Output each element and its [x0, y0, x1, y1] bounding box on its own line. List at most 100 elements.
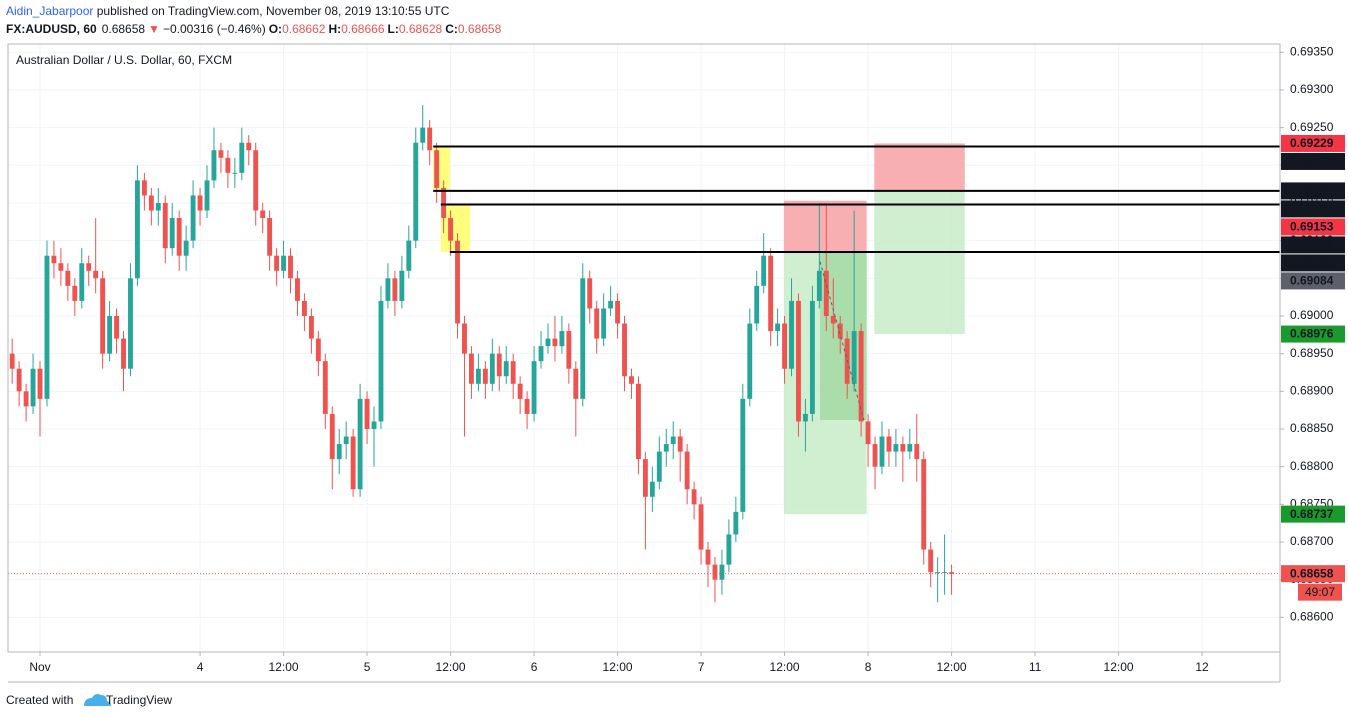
countdown-badge [1298, 583, 1342, 601]
l: 0.68628 [399, 22, 443, 36]
candle-body [72, 285, 78, 301]
candle-body [816, 270, 822, 301]
price-badge-label: 0.69166 [1290, 202, 1334, 216]
candle-body [789, 300, 794, 369]
candle-body [935, 572, 941, 574]
candle-body [274, 255, 280, 271]
c: 0.68658 [458, 22, 502, 36]
candle-body [190, 195, 196, 241]
price-badge [1281, 134, 1345, 152]
price-badge [1281, 272, 1345, 290]
last: 0.68658 [102, 22, 146, 36]
candle-body [427, 127, 433, 151]
candle-body [441, 187, 447, 219]
y-tick-label: 0.68600 [1290, 610, 1334, 624]
candle-body [468, 353, 474, 384]
candle-body [322, 361, 328, 414]
y-tick-label: 0.68950 [1290, 346, 1334, 360]
candle-body [858, 331, 864, 422]
candle-body [406, 240, 412, 271]
candle-body [663, 444, 669, 452]
logo-icon [84, 694, 111, 706]
y-tick-label: 0.68800 [1290, 459, 1334, 473]
candle-body [761, 255, 767, 286]
candle-body [754, 285, 760, 324]
position-box [783, 200, 867, 252]
price-badge-label: 0.69148 [1290, 238, 1334, 252]
candle-body [169, 218, 175, 249]
candle-body [489, 353, 495, 384]
x-tick-label: 8 [865, 660, 872, 674]
candle-body [420, 127, 426, 143]
candle-body [886, 436, 892, 452]
candle-body [775, 323, 781, 332]
candle-body [865, 421, 871, 445]
change: −0.00316 (−0.46%) [163, 22, 266, 36]
symbol: FX:AUDUSD, 60 [6, 22, 97, 36]
price-badge-label: 0.68976 [1290, 327, 1334, 341]
candle-body [705, 549, 711, 565]
y-tick-label: 0.69000 [1290, 308, 1334, 322]
o-label: O: [269, 22, 282, 36]
price-badge [1281, 254, 1345, 272]
candle-body [23, 391, 29, 407]
candle-body [747, 323, 753, 399]
candle-body [914, 444, 920, 460]
candle-body [65, 270, 71, 286]
candle-body [517, 383, 523, 399]
candle-body [204, 180, 210, 211]
price-badge-label: 0.69225 [1290, 154, 1334, 168]
candle-body [552, 338, 558, 347]
ohlc-line: FX:AUDUSD, 60 0.68658 ▼ −0.00316 (−0.46%) O:… [6, 22, 502, 36]
candle-body [949, 572, 954, 574]
candle-body [357, 398, 363, 490]
candle-body [197, 195, 203, 211]
x-tick-label: 6 [531, 660, 538, 674]
candle-body [656, 451, 662, 482]
candle-body [615, 300, 620, 324]
candle-body [455, 240, 460, 324]
candle-body [642, 459, 648, 497]
candle-body [301, 300, 307, 316]
candles [9, 105, 954, 603]
x-tick-label: 12:00 [603, 660, 633, 674]
candle-body [9, 353, 15, 369]
candle-body [16, 368, 22, 392]
candle-body [211, 150, 217, 181]
candle-body [232, 172, 238, 174]
candle-body [872, 444, 878, 467]
candle-body [155, 202, 161, 211]
y-tick-label: 0.69300 [1290, 82, 1334, 96]
candle-body [315, 338, 321, 362]
price-badge-label: 0.69229 [1290, 136, 1334, 150]
candle-body [545, 338, 551, 347]
candle-body [629, 376, 634, 384]
candle-body [921, 459, 927, 550]
x-tick-label: 4 [197, 660, 204, 674]
x-tick-label: Nov [29, 660, 50, 674]
candle-body [462, 323, 467, 354]
x-tick-label: 12:00 [269, 660, 299, 674]
x-tick-label: 12:00 [937, 660, 967, 674]
x-tick-label: 12:00 [1104, 660, 1134, 674]
candle-body [350, 436, 356, 490]
candle-body [183, 240, 189, 256]
candle-body [176, 218, 182, 256]
l-label: L: [388, 22, 399, 36]
candle-body [239, 142, 245, 173]
price-badge-label: 0.69084 [1290, 274, 1334, 288]
candle-body [218, 150, 224, 158]
candle-body [86, 263, 92, 271]
candle-body [308, 315, 314, 339]
candle-body [267, 218, 273, 256]
x-tick-label: 5 [364, 660, 371, 674]
candle-body [448, 218, 453, 241]
price-badge [1281, 218, 1345, 236]
candle-body [128, 278, 133, 369]
lines [8, 145, 1280, 575]
price-badge [1281, 182, 1345, 200]
candle-body [58, 263, 64, 271]
candle-body [329, 413, 335, 460]
candle-body [288, 255, 293, 279]
candle-body [148, 195, 154, 211]
